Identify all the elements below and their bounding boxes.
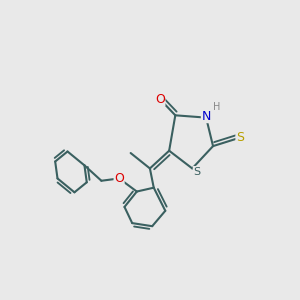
- Text: N: N: [201, 110, 211, 123]
- Text: S: S: [193, 167, 200, 176]
- Text: S: S: [236, 131, 244, 144]
- Text: H: H: [213, 102, 220, 112]
- Text: O: O: [155, 93, 165, 106]
- Text: O: O: [114, 172, 124, 185]
